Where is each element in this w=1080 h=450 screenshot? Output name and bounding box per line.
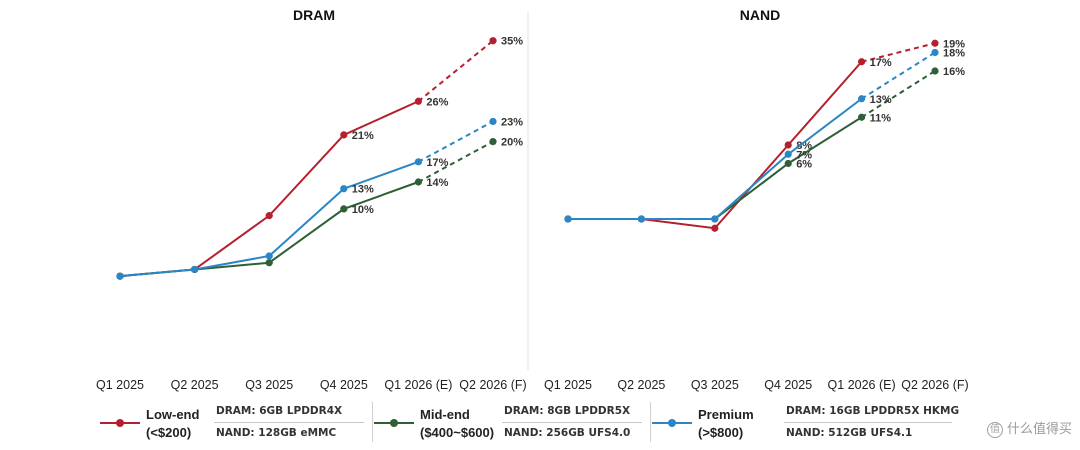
legend-label-mid-end: Mid-end ($400~$600) <box>420 407 495 440</box>
x-tick-label: Q1 2026 (E) <box>384 378 452 392</box>
legend-marker-mid-end <box>390 419 398 427</box>
data-point-low-end <box>340 131 348 139</box>
panel-title-dram: DRAM <box>293 7 335 23</box>
data-point-premium <box>116 272 124 280</box>
data-point-premium <box>784 150 792 158</box>
data-label-low-end: 35% <box>501 36 523 48</box>
data-point-mid-end <box>265 259 273 267</box>
legend-nand-spec-premium: NAND: 512GB UFS4.1 <box>786 427 913 439</box>
legend-dram-spec-low-end: DRAM: 6GB LPDDR4X <box>216 405 343 417</box>
data-point-low-end <box>414 97 422 105</box>
legend-dram-spec-premium: DRAM: 16GB LPDDR5X HKMG <box>786 405 960 417</box>
legend-marker-low-end <box>116 419 124 427</box>
x-tick-label: Q4 2025 <box>320 378 368 392</box>
data-point-premium <box>637 215 646 223</box>
x-tick-label: Q1 2026 (E) <box>828 378 896 392</box>
series-forecast-line-mid-end <box>861 70 936 119</box>
data-point-low-end <box>784 141 792 149</box>
series-forecast-line-low-end <box>861 42 936 63</box>
legend-nand-spec-mid-end: NAND: 256GB UFS4.0 <box>504 427 631 439</box>
data-label-premium: 18% <box>943 48 965 60</box>
data-point-mid-end <box>489 138 497 146</box>
data-label-mid-end: 20% <box>501 137 523 149</box>
data-point-low-end <box>858 58 866 66</box>
data-label-mid-end: 16% <box>943 66 965 78</box>
data-point-mid-end <box>340 205 348 213</box>
legend-divider <box>502 422 642 423</box>
data-point-mid-end <box>858 113 866 121</box>
data-label-low-end: 8% <box>796 140 812 152</box>
legend-separator <box>650 402 651 442</box>
panel-title-nand: NAND <box>740 7 780 23</box>
watermark-icon: 值 <box>986 421 1003 438</box>
legend-label-low-end: Low-end (<$200) <box>146 407 200 440</box>
data-point-mid-end <box>931 67 939 75</box>
series-forecast-line-premium <box>417 120 494 163</box>
legend-item-low-end: Low-end (<$200) DRAM: 6GB LPDDR4X NAND: 1… <box>100 396 370 446</box>
watermark-text: 什么值得买 <box>1006 422 1072 437</box>
data-label-premium: 13% <box>352 184 374 196</box>
series-forecast-line-premium <box>861 51 936 100</box>
legend-separator <box>372 402 373 442</box>
data-label-premium: 13% <box>870 94 892 106</box>
data-point-premium <box>858 95 866 103</box>
series-forecast-line-low-end <box>417 39 494 103</box>
x-tick-label: Q2 2025 <box>171 378 219 392</box>
data-point-low-end <box>711 224 719 232</box>
data-label-low-end: 19% <box>943 38 965 50</box>
chart-canvas: DRAM Q1 2025 Q2 2025 Q3 2025 Q4 2025 Q1 2026 … <box>96 7 969 392</box>
x-tick-label: Q2 2026 (F) <box>459 378 526 392</box>
data-point-mid-end <box>784 159 792 168</box>
data-point-premium <box>564 215 572 223</box>
data-label-low-end: 26% <box>426 96 448 108</box>
legend-divider <box>214 422 364 423</box>
data-label-premium: 17% <box>426 157 448 169</box>
x-tick-label: Q1 2025 <box>96 378 144 392</box>
data-point-premium <box>931 48 939 57</box>
x-tick-label: Q3 2025 <box>245 378 293 392</box>
x-tick-label: Q4 2025 <box>764 378 812 392</box>
legend-label-premium: Premium (>$800) <box>698 407 754 440</box>
data-point-premium <box>711 215 719 223</box>
data-point-low-end <box>265 212 273 220</box>
legend-item-premium: Premium (>$800) DRAM: 16GB LPDDR5X HKMG N… <box>652 396 960 446</box>
data-label-premium: 23% <box>501 116 523 128</box>
x-tick-label: Q3 2025 <box>691 378 739 392</box>
legend-nand-spec-low-end: NAND: 128GB eMMC <box>216 427 337 439</box>
legend-item-mid-end: Mid-end ($400~$600) DRAM: 8GB LPDDR5X NAN… <box>374 396 649 446</box>
watermark: 值什么值得买 <box>986 418 1072 438</box>
data-point-low-end <box>931 39 939 47</box>
legend-divider <box>784 422 952 423</box>
data-label-premium: 7% <box>796 149 812 161</box>
x-tick-label: Q2 2026 (F) <box>901 378 968 392</box>
data-point-mid-end <box>414 178 422 186</box>
legend-dram-spec-mid-end: DRAM: 8GB LPDDR5X <box>504 405 631 417</box>
x-tick-label: Q2 2025 <box>617 378 665 392</box>
data-label-mid-end: 10% <box>352 204 374 216</box>
data-point-premium <box>489 117 497 126</box>
x-tick-label: Q1 2025 <box>544 378 592 392</box>
data-label-mid-end: 6% <box>796 159 812 171</box>
data-label-mid-end: 14% <box>426 177 448 189</box>
data-point-premium <box>265 252 273 260</box>
legend-marker-premium <box>668 419 676 427</box>
series-line-premium <box>568 97 863 220</box>
data-point-premium <box>414 158 422 166</box>
data-point-premium <box>340 185 348 193</box>
data-label-low-end: 17% <box>870 57 892 69</box>
data-point-low-end <box>489 37 497 45</box>
data-point-premium <box>191 265 199 274</box>
data-label-low-end: 21% <box>352 130 374 142</box>
data-label-mid-end: 11% <box>870 112 892 124</box>
